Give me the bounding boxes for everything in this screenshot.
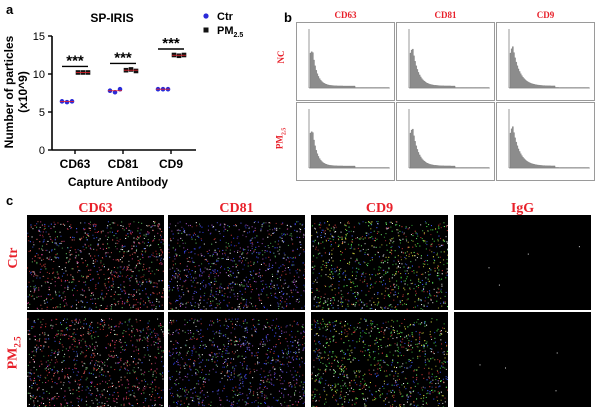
histogram-column-label: CD9 bbox=[536, 10, 555, 20]
fluorescence-image bbox=[311, 215, 448, 310]
x-tick-label: CD9 bbox=[159, 157, 183, 171]
image-column-label: CD63 bbox=[78, 201, 113, 216]
histogram-row-label: PM2.5 bbox=[274, 127, 288, 150]
panel-a-letter: a bbox=[6, 2, 14, 17]
significance-label: *** bbox=[114, 49, 132, 66]
y-axis-label-line2: (x10^9) bbox=[16, 71, 30, 113]
histogram-row-label: NC bbox=[276, 50, 286, 64]
chart-title: SP-IRIS bbox=[90, 11, 133, 25]
fluorescence-image bbox=[454, 312, 591, 407]
fluorescence-image bbox=[168, 312, 305, 407]
data-point-pm25 bbox=[176, 53, 182, 59]
legend-pm-marker bbox=[203, 27, 209, 33]
y-tick-label: 10 bbox=[33, 69, 45, 81]
y-tick-label: 0 bbox=[39, 145, 45, 157]
image-column-label: CD9 bbox=[365, 201, 394, 216]
size-distribution-histogram bbox=[496, 22, 595, 101]
size-distribution-histogram bbox=[496, 102, 595, 181]
x-tick-label: CD81 bbox=[108, 157, 139, 171]
fluorescence-image bbox=[168, 215, 305, 310]
legend-ctr-marker bbox=[203, 13, 209, 19]
image-row-label: Ctr bbox=[6, 247, 21, 269]
legend-pm-label: PM2.5 bbox=[217, 25, 243, 39]
size-distribution-histogram bbox=[296, 102, 395, 181]
panel-c-image-grid: CD63 CD81 CD9 IgG Ctr PM2.5 bbox=[0, 200, 600, 411]
y-tick-label: 5 bbox=[39, 107, 45, 119]
fluorescence-image bbox=[27, 215, 164, 310]
significance-label: *** bbox=[162, 35, 180, 52]
histogram-column-label: CD81 bbox=[434, 10, 457, 20]
y-axis-label-line1: Number of particles bbox=[2, 35, 16, 148]
panel-c-letter: c bbox=[6, 193, 14, 208]
size-distribution-histogram bbox=[396, 102, 495, 181]
fluorescence-image bbox=[27, 312, 164, 407]
x-axis-label: Capture Antibody bbox=[68, 175, 169, 189]
data-point-ctr bbox=[64, 99, 70, 105]
data-point-pm25 bbox=[128, 67, 134, 72]
fluorescence-image bbox=[454, 215, 591, 310]
x-tick-label: CD63 bbox=[60, 157, 91, 171]
size-distribution-histogram bbox=[296, 22, 395, 101]
legend-ctr-label: Ctr bbox=[217, 11, 234, 23]
image-column-label: CD81 bbox=[219, 201, 254, 216]
fluorescence-image bbox=[311, 312, 448, 407]
image-row-label: PM2.5 bbox=[5, 336, 23, 370]
panel-b-histogram-grid: CD63 CD81 CD9 NC PM2.5 bbox=[270, 10, 600, 185]
panel-b-letter: b bbox=[284, 10, 292, 25]
data-point-pm25 bbox=[133, 68, 139, 74]
significance-label: *** bbox=[66, 52, 84, 69]
panel-a-chart: SP-IRIS Number of particles (x10^9) 0 5 10… bbox=[2, 11, 243, 189]
image-column-label: IgG bbox=[510, 201, 535, 216]
size-distribution-histogram bbox=[396, 22, 495, 101]
y-tick-label: 15 bbox=[33, 31, 45, 43]
histogram-column-label: CD63 bbox=[334, 10, 357, 20]
